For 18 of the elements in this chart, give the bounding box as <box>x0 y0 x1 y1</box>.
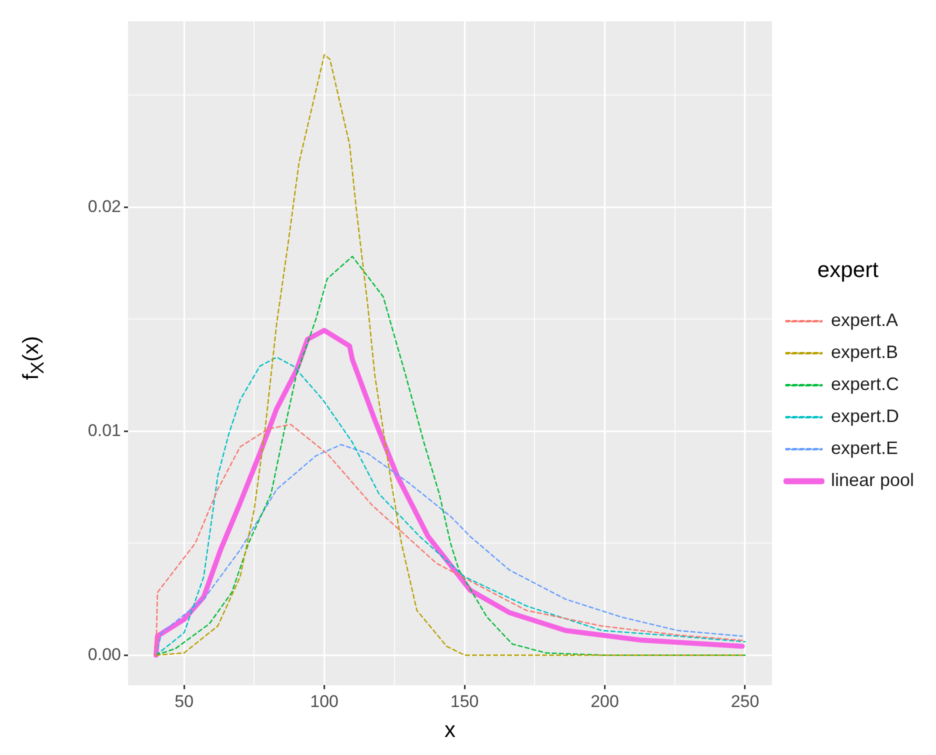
legend-label: linear pool <box>830 470 914 490</box>
line-series <box>155 54 746 656</box>
x-tick-label: 150 <box>450 692 479 712</box>
y-tick-label: 0.00 <box>88 644 121 664</box>
legend-title: expert <box>817 256 879 282</box>
legend-label: expert.D <box>830 406 899 426</box>
x-tick-label: 50 <box>174 692 194 712</box>
line-series <box>155 256 746 656</box>
legend-label: expert.C <box>830 374 899 394</box>
x-tick-label: 250 <box>730 692 760 712</box>
legend-label: expert.B <box>830 342 898 362</box>
x-tick-label: 100 <box>310 692 339 712</box>
legend-label: expert.A <box>830 310 898 330</box>
legend-label: expert.E <box>830 438 898 458</box>
y-tick-label: 0.01 <box>88 420 121 440</box>
y-tick-label: 0.02 <box>88 196 121 216</box>
x-axis-title: x <box>444 716 456 742</box>
x-tick-label: 200 <box>590 692 619 712</box>
